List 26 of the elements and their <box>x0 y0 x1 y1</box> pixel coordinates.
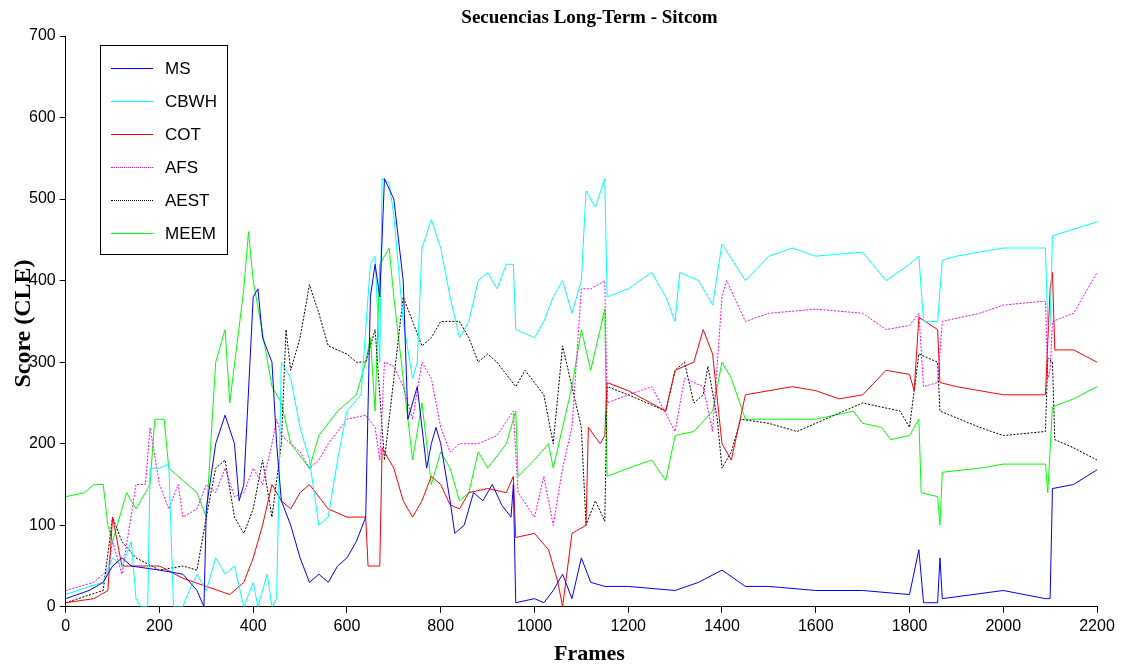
legend-label: MS <box>165 58 191 79</box>
x-tick-label: 1400 <box>704 616 740 634</box>
chart-title: Secuencias Long-Term - Sitcom <box>460 6 719 28</box>
x-tick-label: 1800 <box>891 616 928 634</box>
x-tick-label: 1000 <box>516 616 553 634</box>
y-tick-label: 700 <box>28 26 56 44</box>
x-tick-label: 600 <box>333 616 361 634</box>
y-tick-label: 100 <box>28 515 56 533</box>
y-tick-label: 200 <box>28 434 56 452</box>
legend-label: AFS <box>165 157 199 178</box>
legend-label: CBWH <box>165 91 217 112</box>
legend-label: MEEM <box>165 223 216 244</box>
y-tick-label: 600 <box>28 107 56 125</box>
x-tick-label: 2200 <box>1079 616 1115 634</box>
x-tick-label: 0 <box>61 616 71 634</box>
y-tick-label: 500 <box>28 189 56 207</box>
x-tick-label: 1600 <box>797 616 834 634</box>
legend-label: COT <box>165 124 201 145</box>
x-tick-label: 400 <box>239 616 267 634</box>
x-axis-title: Frames <box>553 640 626 666</box>
x-tick-label: 1200 <box>610 616 647 634</box>
x-tick-label: 200 <box>146 616 173 634</box>
x-tick-label: 800 <box>427 616 455 634</box>
legend-label: AEST <box>165 190 210 211</box>
y-tick-label: 0 <box>46 597 56 615</box>
x-tick-label: 2000 <box>985 616 1022 634</box>
